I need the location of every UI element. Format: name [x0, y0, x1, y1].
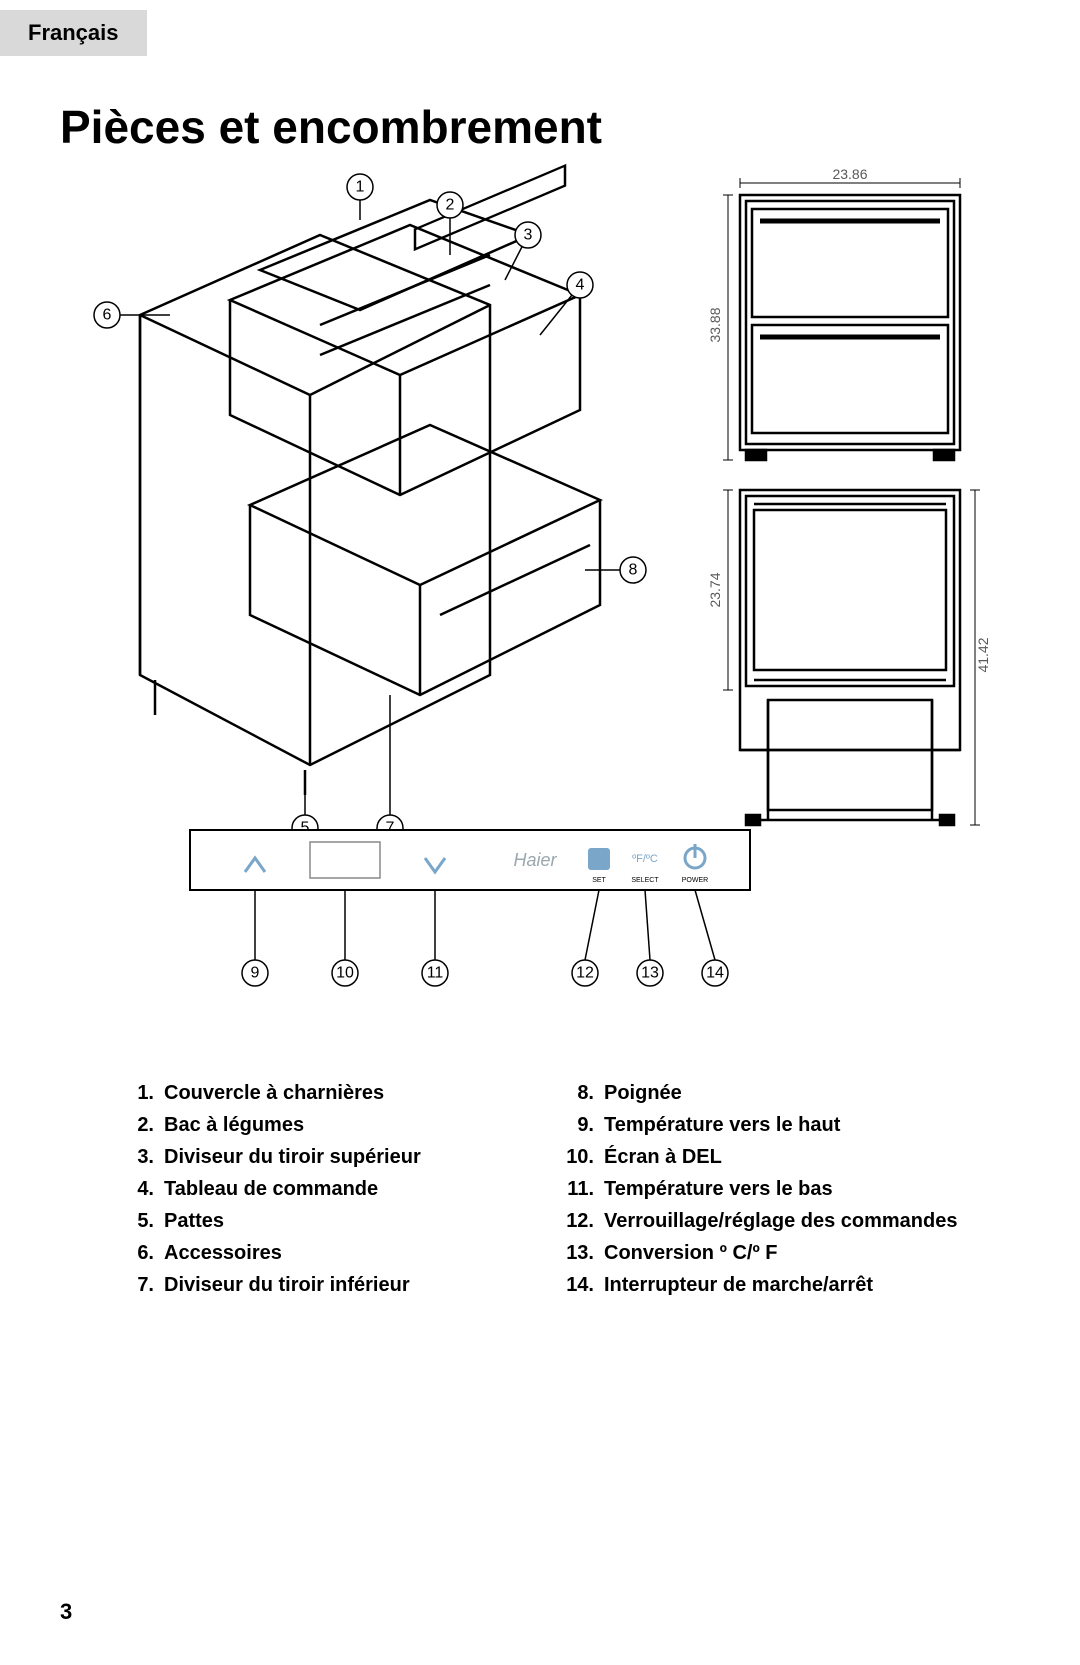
- page-number: 3: [60, 1599, 72, 1625]
- panel-set-label: SET: [592, 877, 606, 884]
- part-item: 9.Température vers le haut: [560, 1112, 960, 1138]
- part-item: 8.Poignée: [560, 1080, 960, 1106]
- callout-12: 12: [576, 965, 594, 982]
- part-item: 12.Verrouillage/réglage des commandes: [560, 1208, 960, 1234]
- callout-2: 2: [446, 197, 455, 214]
- callout-14: 14: [706, 965, 724, 982]
- parts-legend: 1.Couvercle à charnières 2.Bac à légumes…: [120, 1080, 960, 1304]
- panel-select-label: SELECT: [631, 877, 659, 884]
- part-item: 6.Accessoires: [120, 1240, 520, 1266]
- part-item: 4.Tableau de commande: [120, 1176, 520, 1202]
- dim-height-front: 33.88: [707, 307, 723, 342]
- parts-col-left: 1.Couvercle à charnières 2.Bac à légumes…: [120, 1080, 520, 1304]
- callout-10: 10: [336, 965, 354, 982]
- callout-6: 6: [103, 307, 112, 324]
- dim-depth: 23.74: [707, 572, 723, 607]
- panel-power-label: POWER: [682, 877, 708, 884]
- callout-9: 9: [251, 965, 260, 982]
- callout-8: 8: [629, 562, 638, 579]
- part-item: 10.Écran à DEL: [560, 1144, 960, 1170]
- part-item: 14.Interrupteur de marche/arrêt: [560, 1272, 960, 1298]
- dim-height-side: 41.42: [975, 637, 991, 672]
- part-item: 2.Bac à légumes: [120, 1112, 520, 1138]
- callout-3: 3: [524, 227, 533, 244]
- callout-1: 1: [356, 179, 365, 196]
- part-item: 3.Diviseur du tiroir supérieur: [120, 1144, 520, 1170]
- callout-11: 11: [427, 965, 444, 982]
- part-item: 5.Pattes: [120, 1208, 520, 1234]
- part-item: 7.Diviseur du tiroir inférieur: [120, 1272, 520, 1298]
- panel-brand: Haier: [513, 850, 557, 870]
- part-item: 1.Couvercle à charnières: [120, 1080, 520, 1106]
- control-panel-diagram: Haier SET ºF/ºC SELECT POWER: [190, 830, 830, 1000]
- callout-13: 13: [641, 965, 659, 982]
- dim-width: 23.86: [832, 166, 867, 182]
- callout-4: 4: [576, 277, 585, 294]
- part-item: 13.Conversion º C/º F: [560, 1240, 960, 1266]
- panel-tc: ºF/ºC: [632, 853, 658, 865]
- language-tab: Français: [0, 10, 147, 56]
- parts-col-right: 8.Poignée 9.Température vers le haut 10.…: [560, 1080, 960, 1304]
- page-title: Pièces et encombrement: [60, 100, 602, 154]
- part-item: 11.Température vers le bas: [560, 1176, 960, 1202]
